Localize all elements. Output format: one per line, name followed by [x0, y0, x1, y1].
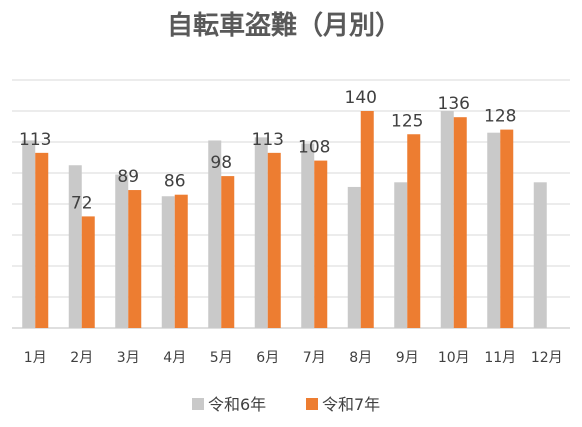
x-tick-label: 2月: [70, 350, 93, 366]
x-tick-labels: 1月 2月 3月 4月 5月 6月 7月 8月 9月 10月 11月 12月: [24, 350, 563, 366]
x-tick-label: 11月: [484, 350, 516, 366]
data-labels: 113 72 89 86 98 113 108 140 125 136 128: [19, 88, 516, 213]
legend-label: 令和6年: [208, 395, 266, 414]
gridlines: [12, 79, 570, 329]
x-tick-label: 6月: [256, 350, 279, 366]
bar-r6-8: [347, 186, 361, 328]
bar-r6-5: [208, 140, 222, 328]
data-label: 140: [345, 88, 377, 108]
legend-label: 令和7年: [322, 395, 380, 414]
data-label: 108: [298, 138, 330, 158]
x-tick-label: 9月: [396, 350, 419, 366]
data-label: 136: [438, 94, 470, 114]
bar-r7-9: [407, 134, 421, 328]
bar-r6-4: [161, 196, 175, 328]
bars: [22, 111, 547, 328]
data-label: 72: [71, 193, 93, 213]
data-label: 113: [19, 130, 51, 150]
legend-swatch: [306, 398, 318, 410]
bar-r7-6: [267, 152, 281, 328]
bar-r6-7: [301, 143, 315, 328]
x-tick-label: 3月: [117, 350, 140, 366]
data-label: 125: [391, 111, 423, 131]
data-label: 98: [210, 153, 232, 173]
bar-r6-9: [394, 182, 408, 328]
bar-r6-2: [68, 165, 82, 328]
bar-r7-10: [453, 117, 467, 328]
x-tick-label: 5月: [210, 350, 233, 366]
x-tick-label: 10月: [438, 350, 470, 366]
bar-r7-4: [174, 194, 188, 328]
bar-r6-11: [487, 132, 501, 328]
x-tick-label: 8月: [349, 350, 372, 366]
legend-swatch: [192, 398, 204, 410]
chart-title: 自転車盗難（月別）: [167, 10, 401, 41]
data-label: 113: [252, 130, 284, 150]
data-label: 89: [117, 167, 139, 187]
bar-r7-11: [500, 129, 514, 328]
bar-r6-10: [440, 111, 454, 328]
data-label: 86: [164, 172, 186, 192]
x-tick-label: 4月: [163, 350, 186, 366]
bar-r7-8: [360, 111, 374, 328]
bar-r6-12: [533, 182, 547, 328]
bar-r7-7: [314, 160, 328, 328]
bar-r7-1: [35, 152, 49, 328]
bar-r6-3: [115, 174, 129, 328]
x-tick-label: 12月: [531, 350, 563, 366]
bar-r7-3: [128, 190, 142, 328]
bar-r7-5: [221, 176, 235, 328]
legend: 令和6年 令和7年: [192, 395, 380, 414]
bar-r6-1: [22, 140, 36, 328]
x-tick-label: 1月: [24, 350, 47, 366]
bar-r6-6: [254, 137, 268, 328]
data-label: 128: [484, 107, 516, 127]
bar-r7-2: [81, 216, 95, 328]
x-tick-label: 7月: [303, 350, 326, 366]
